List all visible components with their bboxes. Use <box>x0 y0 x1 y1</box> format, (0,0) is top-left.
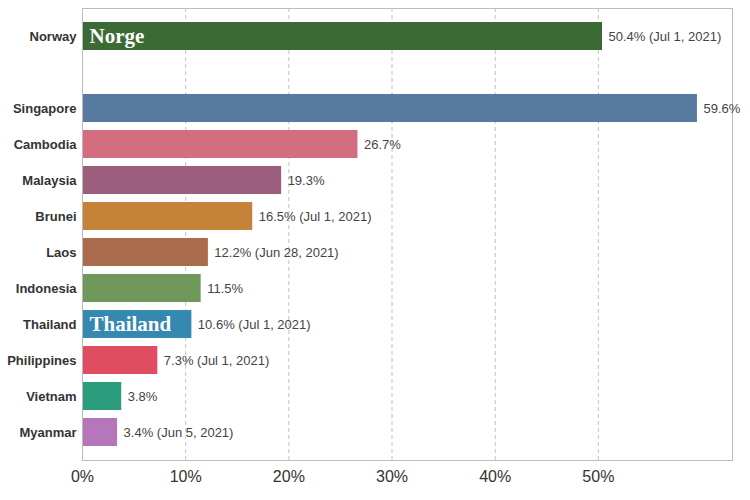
svg-text:Singapore: Singapore <box>13 101 77 116</box>
svg-text:Norway: Norway <box>30 29 78 44</box>
svg-text:50.4% (Jul 1, 2021): 50.4% (Jul 1, 2021) <box>609 29 722 44</box>
svg-text:10%: 10% <box>170 468 202 485</box>
svg-text:50%: 50% <box>582 468 614 485</box>
svg-text:Myanmar: Myanmar <box>19 425 76 440</box>
svg-text:26.7%: 26.7% <box>364 137 401 152</box>
svg-text:Thailand: Thailand <box>23 317 77 332</box>
svg-text:59.6%: 59.6% <box>703 101 740 116</box>
svg-text:11.5%: 11.5% <box>207 281 243 296</box>
svg-text:20%: 20% <box>273 468 305 485</box>
svg-text:30%: 30% <box>376 468 408 485</box>
svg-text:0%: 0% <box>71 468 94 485</box>
svg-text:Vietnam: Vietnam <box>26 389 76 404</box>
svg-text:12.2% (Jun 28, 2021): 12.2% (Jun 28, 2021) <box>214 245 338 260</box>
svg-text:Brunei: Brunei <box>35 209 76 224</box>
svg-text:7.3% (Jul 1, 2021): 7.3% (Jul 1, 2021) <box>164 353 270 368</box>
svg-text:Cambodia: Cambodia <box>14 137 78 152</box>
svg-text:40%: 40% <box>479 468 511 485</box>
svg-text:16.5% (Jul 1, 2021): 16.5% (Jul 1, 2021) <box>259 209 372 224</box>
svg-text:19.3%: 19.3% <box>288 173 325 188</box>
svg-text:Thailand: Thailand <box>90 312 172 336</box>
svg-text:Norge: Norge <box>90 24 145 48</box>
svg-text:Malaysia: Malaysia <box>22 173 77 188</box>
svg-text:3.4% (Jun 5, 2021): 3.4% (Jun 5, 2021) <box>124 425 234 440</box>
svg-text:3.8%: 3.8% <box>128 389 158 404</box>
svg-text:Laos: Laos <box>46 245 76 260</box>
svg-text:Indonesia: Indonesia <box>16 281 77 296</box>
svg-text:10.6% (Jul 1, 2021): 10.6% (Jul 1, 2021) <box>198 317 311 332</box>
svg-text:Philippines: Philippines <box>7 353 76 368</box>
